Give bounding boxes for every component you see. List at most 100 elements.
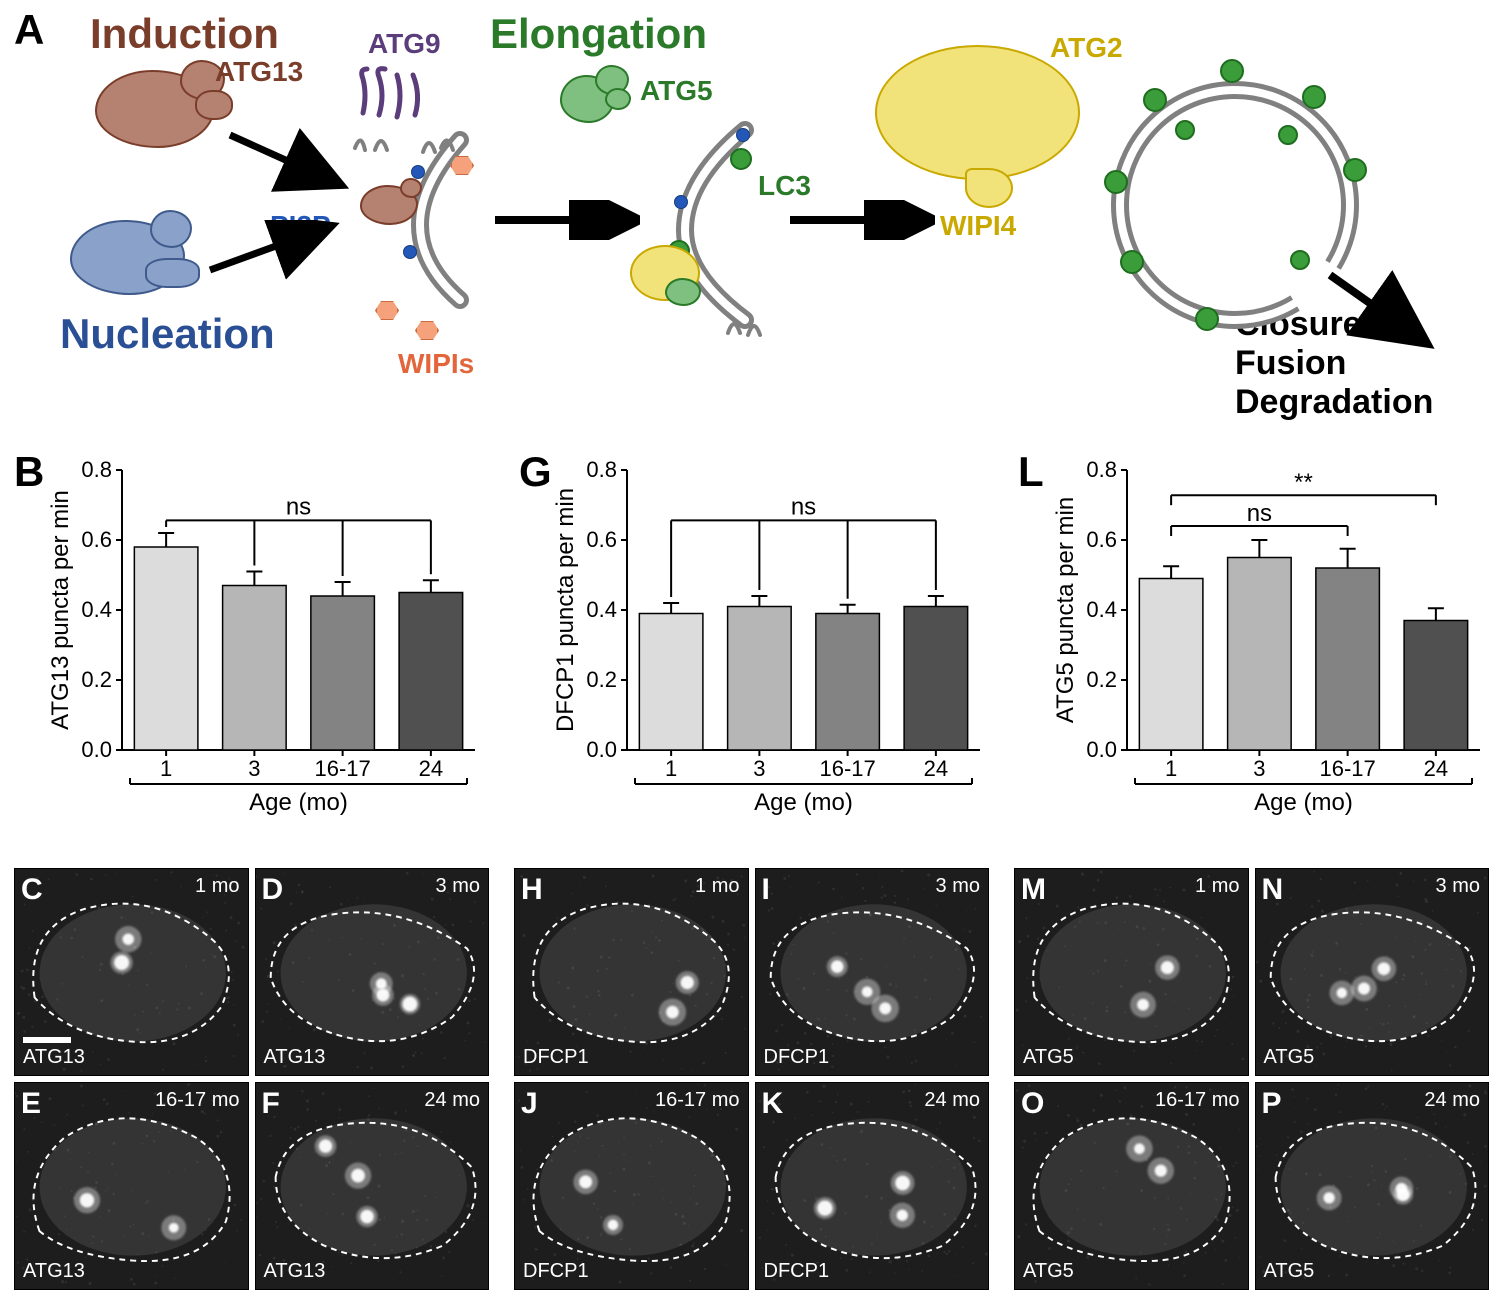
label-atg13: ATG13 [215, 56, 303, 88]
svg-text:0.2: 0.2 [81, 667, 112, 692]
svg-text:ATG5 puncta per min: ATG5 puncta per min [1052, 497, 1079, 723]
wipi4-icon [965, 168, 1013, 208]
micrograph-age-label: 3 mo [936, 875, 980, 898]
panel-letter-b: B [14, 448, 44, 496]
chart-atg13: 0.00.20.40.60.81316-1724nsAge (mo)ATG13 … [50, 460, 485, 820]
label-atg5: ATG5 [640, 75, 713, 107]
arrow-icon [490, 200, 640, 240]
svg-text:0.0: 0.0 [81, 737, 112, 762]
svg-text:0.6: 0.6 [586, 527, 617, 552]
micrograph-panel: D 3 mo ATG13 [255, 868, 490, 1076]
lc3-dot-icon [1343, 158, 1367, 182]
micrograph-marker-label: ATG13 [23, 1260, 85, 1283]
micrograph-age-label: 16-17 mo [1155, 1089, 1240, 1112]
lc3-dot-icon [1175, 120, 1195, 140]
svg-text:0.8: 0.8 [1086, 457, 1117, 482]
micrograph-panel: O 16-17 mo ATG5 [1014, 1082, 1249, 1290]
panel-letter: D [262, 873, 284, 907]
micrograph-group-atg5: M 1 mo ATG5 N 3 mo ATG5 O 16-17 mo ATG5 [1014, 868, 1489, 1290]
panel-letter: C [21, 873, 43, 907]
micrograph-age-label: 16-17 mo [155, 1089, 240, 1112]
svg-text:Age (mo): Age (mo) [754, 789, 853, 816]
arrow-icon [220, 125, 350, 195]
svg-text:0.8: 0.8 [586, 457, 617, 482]
pi3p-dot-icon [403, 245, 417, 259]
label-atg2: ATG2 [1050, 32, 1123, 64]
micrograph-group-dfcp1: H 1 mo DFCP1 I 3 mo DFCP1 J 16-17 mo DFC… [514, 868, 989, 1290]
label-induction: Induction [90, 10, 279, 58]
arrow-icon [785, 200, 935, 240]
svg-text:3: 3 [753, 756, 765, 781]
svg-text:0.4: 0.4 [1086, 597, 1117, 622]
micrograph-group-atg13: C 1 mo ATG13 D 3 mo ATG13 E 16-17 mo ATG… [14, 868, 489, 1290]
panel-letter-l: L [1018, 448, 1044, 496]
svg-text:0.0: 0.0 [586, 737, 617, 762]
micrograph-age-label: 24 mo [1424, 1089, 1480, 1112]
panel-letter-g: G [519, 448, 552, 496]
panel-letter: J [521, 1087, 538, 1121]
wipi-hex-icon [415, 320, 439, 341]
micrograph-marker-label: ATG5 [1264, 1260, 1315, 1283]
lc3-dot-icon [1143, 88, 1167, 112]
svg-text:Age (mo): Age (mo) [249, 789, 348, 816]
label-lc3: LC3 [758, 170, 811, 202]
svg-text:DFCP1 puncta per min: DFCP1 puncta per min [552, 488, 579, 732]
svg-text:ns: ns [286, 493, 311, 520]
lc3-dot-icon [1104, 170, 1128, 194]
micrograph-panel: H 1 mo DFCP1 [514, 868, 749, 1076]
svg-text:Age (mo): Age (mo) [1254, 789, 1353, 816]
lc3-dot-icon [1195, 307, 1219, 331]
panel-letter: O [1021, 1087, 1044, 1121]
atg9-icon [355, 65, 445, 125]
micrograph-marker-label: DFCP1 [523, 1046, 589, 1069]
micrograph-panel: M 1 mo ATG5 [1014, 868, 1249, 1076]
micrograph-marker-label: ATG5 [1023, 1260, 1074, 1283]
panel-letter: E [21, 1087, 41, 1121]
panel-letter-a: A [14, 6, 44, 54]
lc3-dot-icon [1220, 59, 1244, 83]
atg2-ellipse-icon [875, 45, 1080, 180]
micrograph-age-label: 24 mo [424, 1089, 480, 1112]
chart-dfcp1: 0.00.20.40.60.81316-1724nsAge (mo)DFCP1 … [555, 460, 990, 820]
arrow-icon [1325, 265, 1435, 355]
panel-letter: M [1021, 873, 1046, 907]
svg-text:24: 24 [1424, 756, 1448, 781]
pi3p-dot-icon [411, 165, 425, 179]
svg-text:0.2: 0.2 [1086, 667, 1117, 692]
panel-letter: N [1262, 873, 1284, 907]
svg-text:16-17: 16-17 [314, 756, 370, 781]
svg-text:1: 1 [1165, 756, 1177, 781]
lc3-dot-icon [1302, 85, 1326, 109]
atg9-vesicle-icon [720, 305, 780, 345]
micrograph-panel: N 3 mo ATG5 [1255, 868, 1490, 1076]
micrograph-panel: I 3 mo DFCP1 [755, 868, 990, 1076]
atg13-complex-icon-c [195, 90, 233, 120]
svg-text:1: 1 [160, 756, 172, 781]
micrograph-panel: E 16-17 mo ATG13 [14, 1082, 249, 1290]
micrograph-marker-label: DFCP1 [523, 1260, 589, 1283]
atg13-on-membrane-icon-b [400, 178, 422, 198]
svg-text:ATG13 puncta per min: ATG13 puncta per min [47, 490, 74, 730]
micrograph-age-label: 1 mo [1195, 875, 1239, 898]
svg-text:3: 3 [1253, 756, 1265, 781]
label-elongation: Elongation [490, 10, 707, 58]
micrograph-marker-label: ATG13 [23, 1046, 85, 1069]
micrograph-age-label: 3 mo [1436, 875, 1480, 898]
panel-letter: F [262, 1087, 280, 1121]
label-nucleation: Nucleation [60, 310, 275, 358]
micrograph-panel: C 1 mo ATG13 [14, 868, 249, 1076]
atg9-vesicle-icon [345, 120, 465, 180]
micrograph-marker-label: DFCP1 [764, 1260, 830, 1283]
chart-atg5: 0.00.20.40.60.81316-1724ns**Age (mo)ATG5… [1055, 460, 1490, 820]
micrograph-panel: P 24 mo ATG5 [1255, 1082, 1490, 1290]
svg-text:3: 3 [248, 756, 260, 781]
nucleation-complex-icon-c [145, 258, 200, 288]
micrograph-age-label: 1 mo [195, 875, 239, 898]
svg-text:0.2: 0.2 [586, 667, 617, 692]
svg-text:1: 1 [665, 756, 677, 781]
micrograph-marker-label: ATG5 [1023, 1046, 1074, 1069]
svg-text:0.0: 0.0 [1086, 737, 1117, 762]
svg-text:16-17: 16-17 [1319, 756, 1375, 781]
svg-text:24: 24 [924, 756, 948, 781]
micrograph-age-label: 1 mo [695, 875, 739, 898]
